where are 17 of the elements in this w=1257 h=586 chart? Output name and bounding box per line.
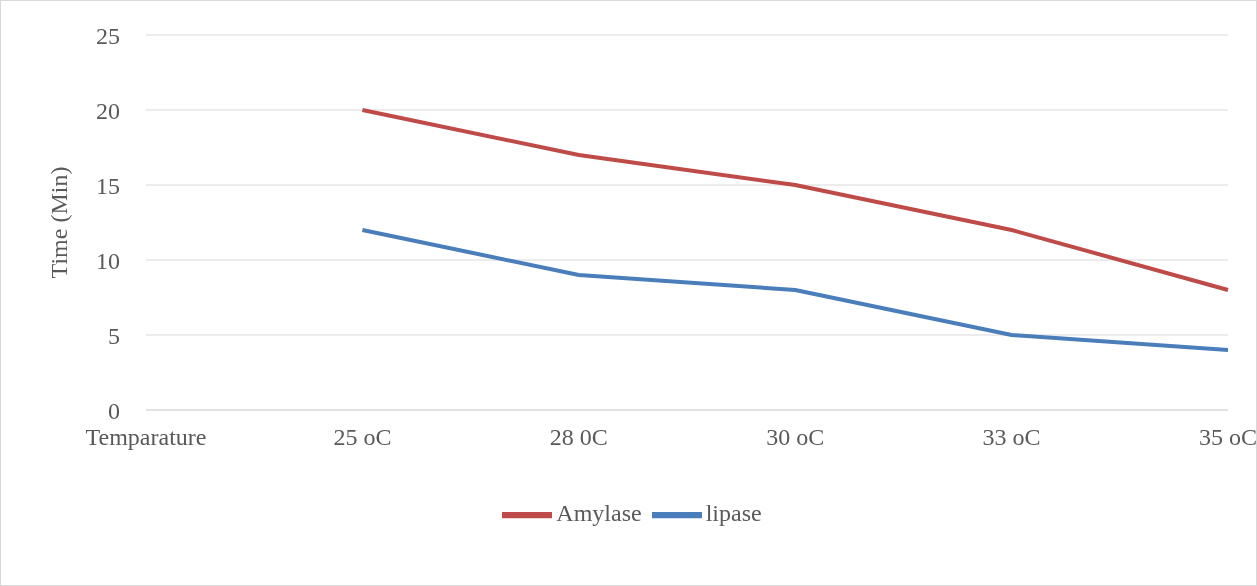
x-tick-label: 25 oC	[333, 424, 392, 451]
y-tick-label: 15	[96, 172, 120, 199]
y-tick-label: 5	[108, 322, 120, 349]
y-tick-label: 0	[108, 397, 120, 424]
x-tick-label: Temparature	[85, 424, 207, 451]
line-series	[360, 108, 1230, 292]
x-tick-label: 30 oC	[766, 424, 825, 451]
y-tick-label: 25	[96, 22, 120, 49]
legend-label: lipase	[705, 499, 762, 526]
legend-label: Amylase	[556, 499, 642, 526]
y-tick-label: 10	[96, 247, 120, 274]
line-series	[360, 228, 1230, 352]
x-tick-label: 33 oC	[982, 424, 1041, 451]
y-axis-title: Time (Min)	[45, 166, 72, 279]
x-tick-label: 35 oC	[1198, 424, 1257, 451]
x-tick-label: 28 0C	[549, 424, 608, 451]
y-tick-label: 20	[96, 97, 120, 124]
